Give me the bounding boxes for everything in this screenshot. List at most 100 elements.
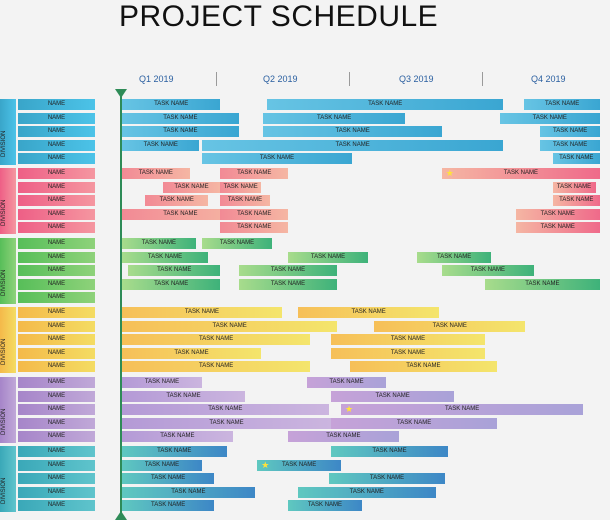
task-bar[interactable]: TASK NAME xyxy=(122,208,239,220)
task-bar[interactable]: TASK NAME xyxy=(122,404,329,415)
task-bar[interactable]: TASK NAME xyxy=(374,320,526,332)
row-name-cell: NAME xyxy=(18,238,95,249)
task-bar[interactable]: TASK NAME xyxy=(201,238,273,249)
division-tab xyxy=(0,238,16,304)
task-bar[interactable]: TASK NAME xyxy=(288,431,399,442)
task-bar[interactable]: TASK NAME xyxy=(220,168,289,179)
task-bar[interactable]: TASK NAME xyxy=(540,126,600,137)
task-bar[interactable]: TASK NAME xyxy=(340,404,584,415)
task-bar[interactable]: TASK NAME xyxy=(220,208,289,220)
task-bar[interactable]: TASK NAME xyxy=(122,473,215,484)
task-bar[interactable]: TASK NAME xyxy=(515,222,600,233)
quarter-label-q3: Q3 2019 xyxy=(399,74,434,84)
row-name-cell: NAME xyxy=(18,486,95,498)
task-bar[interactable]: TASK NAME xyxy=(122,238,196,249)
quarter-label-q1: Q1 2019 xyxy=(139,74,174,84)
task-bar[interactable]: TASK NAME xyxy=(122,307,282,318)
task-bar[interactable]: TASK NAME xyxy=(220,181,261,193)
task-bar[interactable]: TASK NAME xyxy=(122,320,338,332)
task-bar[interactable]: TASK NAME xyxy=(540,139,600,151)
milestone-star-icon: ★ xyxy=(344,404,354,414)
row-name-cell: NAME xyxy=(18,222,95,233)
task-bar[interactable]: TASK NAME xyxy=(257,459,341,471)
row-name-cell: NAME xyxy=(18,139,95,151)
task-bar[interactable]: TASK NAME xyxy=(328,473,446,484)
task-bar[interactable]: TASK NAME xyxy=(122,377,202,388)
row-name-cell: NAME xyxy=(18,377,95,388)
task-bar[interactable]: TASK NAME xyxy=(128,265,221,276)
task-bar[interactable]: TASK NAME xyxy=(552,153,600,164)
task-bar[interactable]: TASK NAME xyxy=(288,251,368,263)
task-bar[interactable]: TASK NAME xyxy=(331,347,485,359)
task-bar[interactable]: TASK NAME xyxy=(417,251,491,263)
task-bar[interactable]: TASK NAME xyxy=(220,222,289,233)
task-bar[interactable]: TASK NAME xyxy=(122,139,200,151)
row-name-cell: NAME xyxy=(18,307,95,318)
task-bar[interactable]: TASK NAME xyxy=(263,112,405,124)
task-bar[interactable]: TASK NAME xyxy=(515,208,600,220)
task-bar[interactable]: TASK NAME xyxy=(201,139,504,151)
task-bar[interactable]: TASK NAME xyxy=(162,181,221,193)
task-bar[interactable]: TASK NAME xyxy=(331,334,485,345)
task-bar[interactable]: TASK NAME xyxy=(122,278,221,290)
task-bar[interactable]: TASK NAME xyxy=(122,112,239,124)
task-bar[interactable]: TASK NAME xyxy=(122,347,261,359)
task-bar[interactable]: TASK NAME xyxy=(441,265,535,276)
task-bar[interactable]: TASK NAME xyxy=(238,278,338,290)
row-name-cell: NAME xyxy=(18,265,95,276)
task-bar[interactable]: TASK NAME xyxy=(552,195,600,206)
task-bar[interactable]: TASK NAME xyxy=(122,168,190,179)
division-tab xyxy=(0,377,16,443)
task-bar[interactable]: TASK NAME xyxy=(122,500,215,511)
row-name-cell: NAME xyxy=(18,347,95,359)
task-bar[interactable]: TASK NAME xyxy=(441,168,600,179)
division-label: DIVISION xyxy=(1,199,7,226)
task-bar[interactable]: TASK NAME xyxy=(122,334,311,345)
task-bar[interactable]: TASK NAME xyxy=(552,181,596,193)
task-bar[interactable]: TASK NAME xyxy=(524,99,600,110)
division-tab xyxy=(0,446,16,512)
timeline-end-marker xyxy=(115,511,127,520)
task-bar[interactable]: TASK NAME xyxy=(297,307,440,318)
task-bar[interactable]: TASK NAME xyxy=(145,195,209,206)
row-name-cell: NAME xyxy=(18,446,95,457)
task-bar[interactable]: TASK NAME xyxy=(122,99,221,110)
task-bar[interactable]: TASK NAME xyxy=(220,195,270,206)
task-bar[interactable]: TASK NAME xyxy=(122,126,239,137)
division-label: DIVISION xyxy=(1,269,7,296)
task-bar[interactable]: TASK NAME xyxy=(484,278,600,290)
task-bar[interactable]: TASK NAME xyxy=(122,390,245,402)
task-bar[interactable]: TASK NAME xyxy=(349,361,498,372)
row-name-cell: NAME xyxy=(18,431,95,442)
task-bar[interactable]: TASK NAME xyxy=(331,446,448,457)
timeline-start-marker xyxy=(115,89,127,98)
quarter-label-q4: Q4 2019 xyxy=(531,74,566,84)
row-name-cell: NAME xyxy=(18,459,95,471)
task-bar[interactable]: TASK NAME xyxy=(238,265,338,276)
task-bar[interactable]: TASK NAME xyxy=(263,126,442,137)
task-bar[interactable]: TASK NAME xyxy=(122,486,255,498)
task-bar[interactable]: TASK NAME xyxy=(122,446,227,457)
task-bar[interactable]: TASK NAME xyxy=(331,390,455,402)
row-name-cell: NAME xyxy=(18,473,95,484)
division-label: DIVISION xyxy=(1,338,7,365)
task-bar[interactable]: TASK NAME xyxy=(288,500,362,511)
task-bar[interactable]: TASK NAME xyxy=(331,417,498,429)
row-name-cell: NAME xyxy=(18,181,95,193)
division-tab xyxy=(0,99,16,165)
task-bar[interactable]: TASK NAME xyxy=(122,459,202,471)
task-bar[interactable]: TASK NAME xyxy=(499,112,600,124)
task-bar[interactable]: TASK NAME xyxy=(122,431,233,442)
division-tab xyxy=(0,168,16,234)
quarter-separator xyxy=(349,72,350,86)
task-bar[interactable]: TASK NAME xyxy=(122,417,332,429)
row-name-cell: NAME xyxy=(18,417,95,429)
task-bar[interactable]: TASK NAME xyxy=(306,377,387,388)
row-name-cell: NAME xyxy=(18,361,95,372)
task-bar[interactable]: TASK NAME xyxy=(122,361,311,372)
task-bar[interactable]: TASK NAME xyxy=(201,153,352,164)
task-bar[interactable]: TASK NAME xyxy=(297,486,436,498)
task-bar[interactable]: TASK NAME xyxy=(267,99,504,110)
division-tab xyxy=(0,307,16,373)
task-bar[interactable]: TASK NAME xyxy=(122,251,209,263)
